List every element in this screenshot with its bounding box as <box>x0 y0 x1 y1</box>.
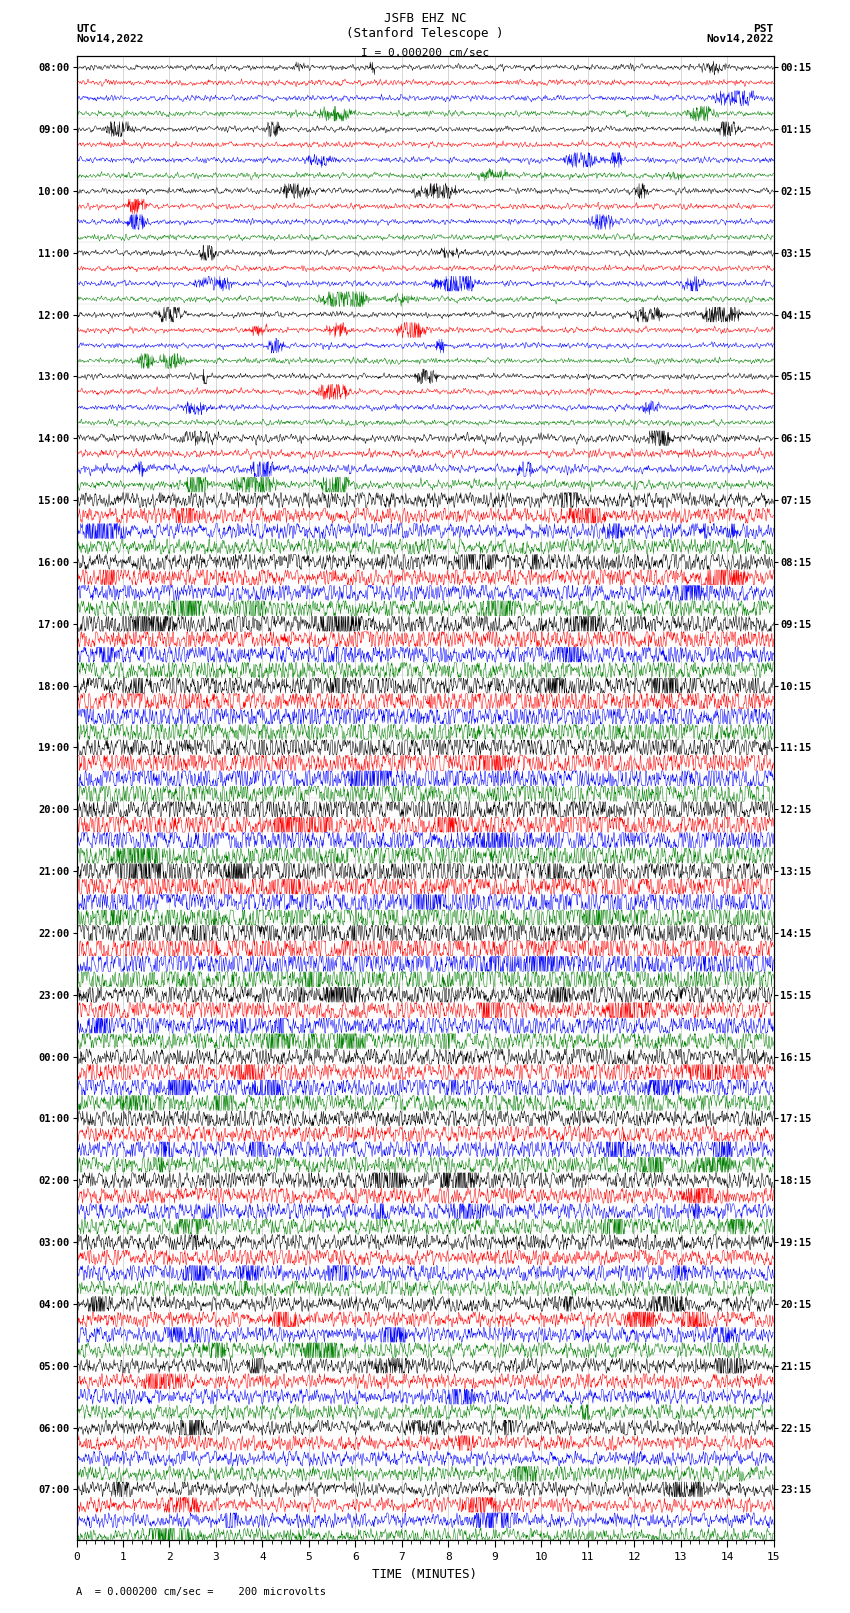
X-axis label: TIME (MINUTES): TIME (MINUTES) <box>372 1568 478 1581</box>
Text: UTC: UTC <box>76 24 97 34</box>
Text: I = 0.000200 cm/sec: I = 0.000200 cm/sec <box>361 48 489 58</box>
Text: Nov14,2022: Nov14,2022 <box>706 34 774 44</box>
Text: PST: PST <box>753 24 774 34</box>
Text: Nov14,2022: Nov14,2022 <box>76 34 144 44</box>
Title: JSFB EHZ NC
(Stanford Telescope ): JSFB EHZ NC (Stanford Telescope ) <box>346 11 504 40</box>
Text: A  = 0.000200 cm/sec =    200 microvolts: A = 0.000200 cm/sec = 200 microvolts <box>76 1587 326 1597</box>
